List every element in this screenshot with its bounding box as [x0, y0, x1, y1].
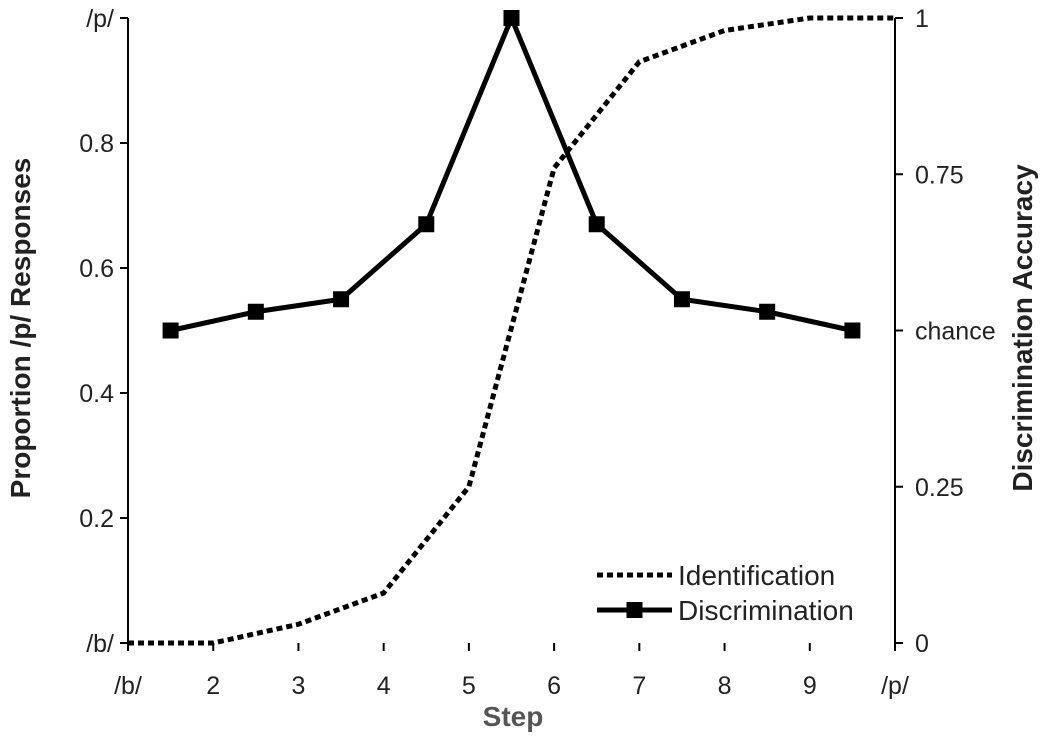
legend: Identification Discrimination — [597, 560, 854, 626]
legend-discrimination-marker — [626, 602, 643, 618]
discrimination-point — [333, 291, 350, 308]
discrimination-point — [844, 322, 861, 339]
legend-discrimination-label: Discrimination — [678, 595, 854, 626]
x-tick-label: 4 — [377, 672, 391, 700]
right-y-tick-label: 0.25 — [915, 474, 964, 502]
axes: /b/2 3 4 5 6 7 8 9/p/ /b/0.2 0.4 0.6 0.8/p/ 0 0.25 c… — [79, 5, 995, 700]
discrimination-point — [503, 10, 520, 26]
x-axis-title: Step — [483, 701, 544, 732]
discrimination-point — [418, 216, 435, 233]
right-y-axis-title: Discrimination Accuracy — [1007, 164, 1038, 492]
right-y-axis-ticks: 0 0.25 chance 0.75 1 — [895, 5, 996, 658]
x-tick-label: /p/ — [881, 672, 909, 700]
right-y-tick-label: 0 — [915, 630, 929, 658]
x-axis-ticks: /b/2 3 4 5 6 7 8 9/p/ — [114, 643, 909, 700]
discrimination-point — [247, 303, 264, 320]
discrimination-point — [162, 322, 179, 339]
left-y-tick-label: 0.2 — [79, 505, 114, 533]
left-y-tick-label: 0.4 — [79, 380, 114, 408]
x-tick-label: 6 — [547, 672, 561, 700]
right-y-tick-label: 0.75 — [915, 161, 964, 189]
left-y-axis-ticks: /b/0.2 0.4 0.6 0.8/p/ — [79, 5, 128, 658]
x-tick-label: 9 — [803, 672, 817, 700]
x-tick-label: 2 — [206, 672, 220, 700]
x-tick-label: 8 — [718, 672, 732, 700]
right-y-tick-label: chance — [915, 318, 996, 346]
x-tick-label: 7 — [632, 672, 646, 700]
x-tick-label: 5 — [462, 672, 476, 700]
right-y-tick-label: 1 — [915, 5, 929, 33]
left-y-tick-label: /p/ — [86, 5, 114, 33]
left-y-axis-title: Proportion /p/ Responses — [5, 158, 36, 499]
discrimination-point — [759, 303, 776, 320]
discrimination-point — [673, 291, 690, 308]
discrimination-point — [588, 216, 605, 233]
left-y-tick-label: 0.8 — [79, 130, 114, 158]
x-tick-label: 3 — [291, 672, 305, 700]
left-y-tick-label: 0.6 — [79, 255, 114, 283]
series-layer — [128, 10, 895, 646]
left-y-tick-label: /b/ — [86, 630, 114, 658]
discrimination-series-line — [170, 11, 853, 333]
identification-series-line — [128, 15, 895, 646]
legend-identification-label: Identification — [678, 560, 835, 591]
x-tick-label: /b/ — [114, 672, 142, 700]
